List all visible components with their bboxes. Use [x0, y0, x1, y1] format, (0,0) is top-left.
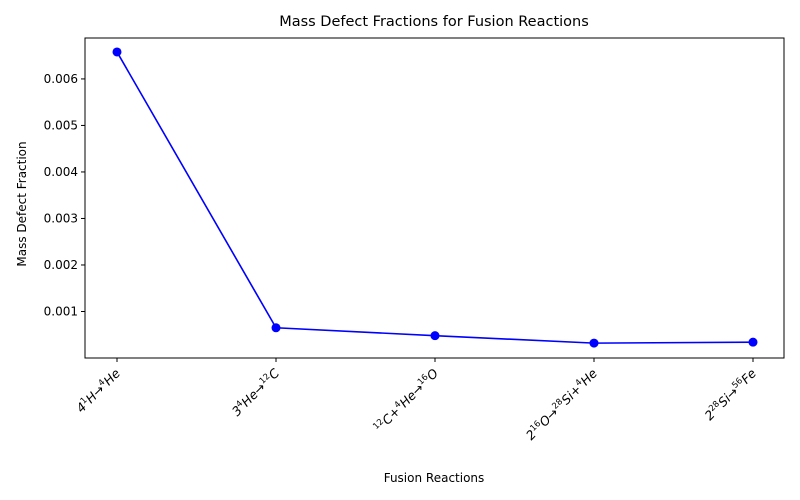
y-tick-label: 0.001	[44, 304, 78, 318]
x-tick-label: 41H→4He	[73, 365, 123, 415]
data-point	[589, 338, 599, 348]
y-tick-label: 0.006	[44, 72, 78, 86]
y-tick-label: 0.005	[44, 118, 78, 132]
y-tick-label: 0.004	[44, 165, 78, 179]
x-tick-label: 216O→28Si+4He	[523, 365, 601, 443]
data-point	[748, 337, 758, 347]
x-tick-label: 12C+4He→16O	[371, 365, 441, 435]
x-tick-label: 228Si→56Fe	[702, 365, 760, 423]
y-axis-label: Mass Defect Fraction	[15, 141, 29, 266]
plot-area: 0.001 0.002 0.003 0.004 0.005 0.006 41H→4He 34H…	[44, 37, 785, 443]
data-point	[430, 331, 440, 341]
plot-frame	[84, 37, 785, 359]
x-axis-label: Fusion Reactions	[384, 471, 485, 485]
series-line	[116, 51, 754, 344]
x-tick-label: 34He→12C	[229, 365, 283, 419]
data-point	[112, 47, 122, 57]
y-tick-label: 0.002	[44, 258, 78, 272]
chart-title: Mass Defect Fractions for Fusion Reactio…	[279, 14, 589, 30]
y-tick-label: 0.003	[44, 211, 78, 225]
data-point	[271, 323, 281, 333]
